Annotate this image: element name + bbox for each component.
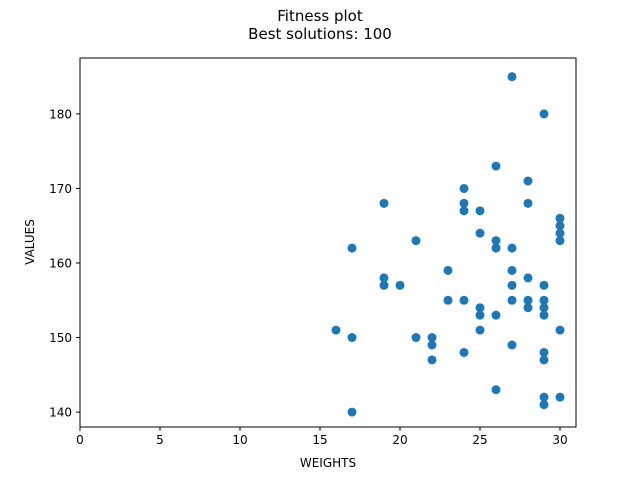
x-axis-ticks: 0 5 10 15 20 25 30 bbox=[76, 427, 568, 447]
data-point bbox=[411, 236, 421, 246]
data-point bbox=[491, 385, 501, 395]
data-point bbox=[491, 310, 501, 320]
data-point bbox=[523, 198, 533, 208]
y-tick-label: 150 bbox=[49, 331, 72, 345]
data-point bbox=[507, 340, 517, 350]
y-tick-label: 180 bbox=[49, 107, 72, 121]
data-point bbox=[395, 280, 405, 290]
data-point bbox=[475, 303, 485, 313]
y-axis-ticks: 140 150 160 170 180 bbox=[49, 107, 80, 420]
data-point bbox=[491, 236, 501, 246]
data-point bbox=[459, 295, 469, 305]
data-point bbox=[427, 333, 437, 343]
data-point bbox=[555, 228, 565, 238]
data-point bbox=[523, 273, 533, 283]
data-point bbox=[539, 355, 549, 365]
data-point bbox=[539, 400, 549, 410]
data-point bbox=[347, 243, 357, 253]
data-point bbox=[539, 392, 549, 402]
data-point bbox=[459, 198, 469, 208]
data-point bbox=[539, 310, 549, 320]
data-point bbox=[475, 325, 485, 335]
data-point bbox=[491, 243, 501, 253]
data-point bbox=[347, 407, 357, 417]
data-point bbox=[555, 236, 565, 246]
plot-area-frame bbox=[79, 57, 577, 428]
x-tick-label: 10 bbox=[232, 433, 247, 447]
data-point bbox=[539, 347, 549, 357]
x-tick-label: 15 bbox=[312, 433, 327, 447]
chart-subtitle: Best solutions: 100 bbox=[248, 25, 392, 43]
data-point bbox=[555, 325, 565, 335]
data-point bbox=[555, 221, 565, 231]
y-tick-label: 170 bbox=[49, 182, 72, 196]
data-point bbox=[523, 176, 533, 186]
data-point bbox=[539, 295, 549, 305]
data-point bbox=[523, 295, 533, 305]
points-layer bbox=[331, 72, 565, 417]
data-point bbox=[507, 72, 517, 82]
data-point bbox=[475, 310, 485, 320]
data-point bbox=[443, 295, 453, 305]
x-tick-label: 5 bbox=[156, 433, 164, 447]
x-axis-label: WEIGHTS bbox=[300, 456, 356, 470]
data-point bbox=[427, 355, 437, 365]
data-point bbox=[555, 392, 565, 402]
data-point bbox=[491, 161, 501, 171]
data-point bbox=[539, 303, 549, 313]
data-point bbox=[411, 333, 421, 343]
data-point bbox=[379, 280, 389, 290]
y-axis-label: VALUES bbox=[23, 219, 37, 265]
data-point bbox=[555, 213, 565, 223]
x-tick-label: 30 bbox=[552, 433, 567, 447]
data-point bbox=[347, 333, 357, 343]
data-point bbox=[523, 303, 533, 313]
data-point bbox=[331, 325, 341, 335]
data-point bbox=[459, 206, 469, 216]
data-point bbox=[379, 198, 389, 208]
data-point bbox=[507, 265, 517, 275]
y-tick-label: 160 bbox=[49, 257, 72, 271]
data-point bbox=[475, 228, 485, 238]
data-point bbox=[459, 347, 469, 357]
data-point bbox=[507, 280, 517, 290]
data-point bbox=[507, 243, 517, 253]
x-tick-label: 0 bbox=[76, 433, 84, 447]
x-tick-label: 20 bbox=[392, 433, 407, 447]
data-point bbox=[539, 280, 549, 290]
data-point bbox=[379, 273, 389, 283]
data-point bbox=[427, 340, 437, 350]
data-point bbox=[475, 206, 485, 216]
data-point bbox=[443, 265, 453, 275]
chart-title: Fitness plot bbox=[277, 7, 363, 25]
data-point bbox=[507, 295, 517, 305]
y-tick-label: 140 bbox=[49, 406, 72, 420]
data-point bbox=[459, 183, 469, 193]
data-point bbox=[539, 109, 549, 119]
x-tick-label: 25 bbox=[472, 433, 487, 447]
